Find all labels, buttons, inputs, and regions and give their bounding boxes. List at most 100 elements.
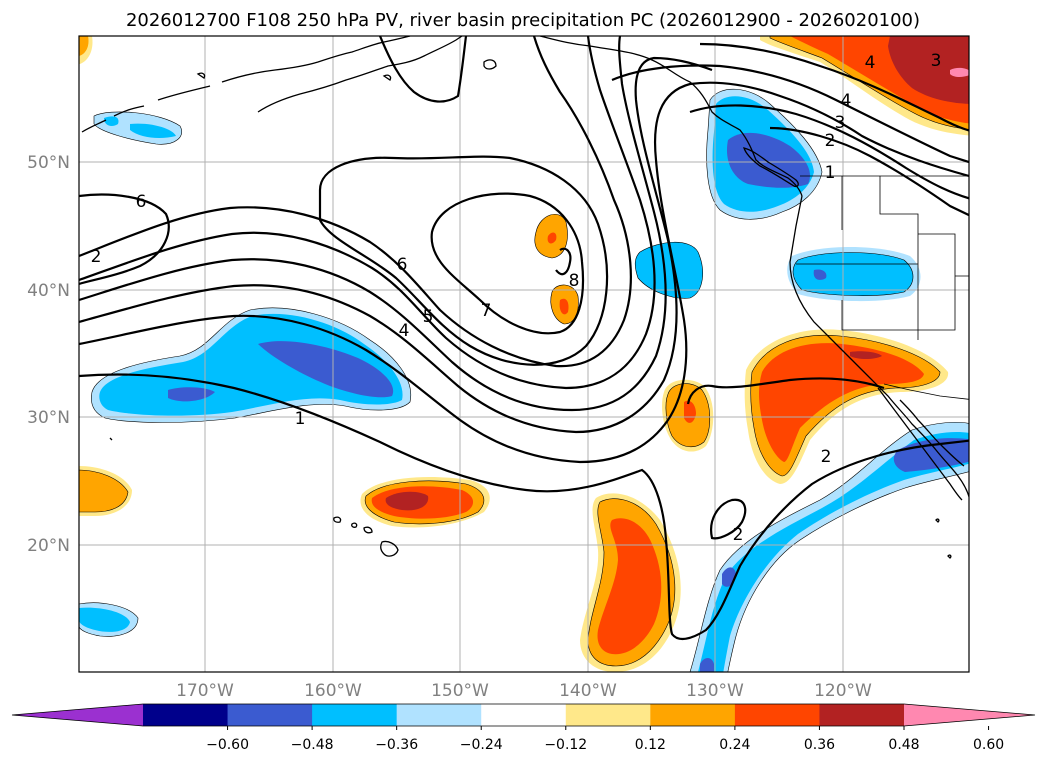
- figure-title: 2026012700 F108 250 hPa PV, river basin …: [126, 10, 920, 31]
- pv-contour-ridge-a: [378, 36, 468, 103]
- lat-label-20n: 20°N: [27, 536, 70, 556]
- red-topleft-corner-mid: [79, 36, 89, 56]
- colorbar: −0.60 −0.48 −0.36 −0.24 −0.12 0.12 0.24 0.36 0.4…: [11, 703, 1036, 753]
- red-hawaii-max: [385, 491, 429, 511]
- us-mexico-border: [883, 383, 969, 400]
- map-area: 6 6 5 4 7 1 8 4 3 2 1 4 3 2 2 2: [79, 36, 969, 672]
- colorbar-tick-label: 0.60: [973, 737, 1004, 753]
- colorbar-outline: [11, 703, 1036, 727]
- lat-label-50n: 50°N: [27, 153, 70, 173]
- lon-label-150w: 150°W: [431, 681, 489, 701]
- pv-label: 2: [825, 131, 836, 151]
- pv-label: 7: [481, 301, 492, 321]
- coastlines: [81, 36, 969, 559]
- pv-label: 4: [841, 91, 852, 111]
- latitude-labels: 50°N 40°N 30°N 20°N: [27, 153, 70, 556]
- pv-contour-ridge-c: [611, 64, 969, 164]
- pv-contour-2-loop: [686, 377, 885, 405]
- pv-contour-6-inner: [318, 155, 609, 366]
- blue-125w-mid: [792, 252, 914, 296]
- vancouver-island: [743, 147, 799, 188]
- pv-contour-1: [79, 373, 969, 640]
- blue-sw-small-mid: [79, 607, 130, 632]
- colorbar-extend-high: [904, 704, 1035, 726]
- pv-contour-1-trough: [79, 81, 969, 464]
- map-frame: [78, 35, 970, 673]
- pv-contour-ridge-d: [689, 104, 969, 200]
- graticule: [79, 36, 969, 672]
- colorbar-tick-label: −0.48: [291, 737, 334, 753]
- kodiak-island: [196, 59, 497, 81]
- pv-label: 4: [399, 321, 410, 341]
- pv-label: 6: [397, 255, 408, 275]
- red-west-edge-mid: [79, 469, 129, 513]
- positive-pc-areas: [79, 36, 969, 672]
- colorbar-segment: [481, 704, 567, 726]
- colorbar-tick-label: 0.36: [804, 737, 835, 753]
- red-northeast-max: [888, 36, 969, 104]
- pv-contour-6-west: [79, 193, 170, 286]
- colorbar-tick-label: 0.24: [719, 737, 750, 753]
- colorbar-segment: [227, 704, 313, 726]
- lon-label-170w: 170°W: [176, 681, 234, 701]
- red-california-strong: [759, 343, 924, 462]
- pv-contour-5: [79, 36, 632, 368]
- red-small-south-strong: [559, 298, 569, 315]
- hawaii-island-oahu: [351, 522, 358, 528]
- us-west-coast: [789, 195, 969, 499]
- pv-label: 5: [423, 307, 434, 327]
- lat-label-40n: 40°N: [27, 281, 70, 301]
- red-california-max: [850, 351, 882, 359]
- pv-label: 2: [733, 525, 744, 545]
- blue-125w-strong: [813, 269, 827, 280]
- colorbar-segment: [565, 704, 651, 726]
- pv-contour-ridge-e: [769, 126, 969, 217]
- red-northeast-top: [950, 67, 969, 77]
- lon-label-130w: 130°W: [686, 681, 744, 701]
- pv-label: 3: [931, 51, 942, 71]
- pv-contour-4: [79, 36, 656, 390]
- pv-label: 3: [835, 113, 846, 133]
- pv-contour-8: [555, 247, 572, 276]
- colorbar-extend-low: [12, 704, 143, 726]
- colorbar-segment: [650, 704, 736, 726]
- aleutian-islands: [81, 36, 411, 133]
- pv-contour-ridge-b: [699, 42, 969, 132]
- red-small-north-strong: [547, 232, 557, 244]
- baja-california: [877, 387, 963, 501]
- colorbar-segment: [143, 704, 229, 726]
- colorbar-segment: [734, 704, 820, 726]
- state-borders: [796, 176, 969, 340]
- blue-pnw-strong: [726, 132, 810, 188]
- longitude-labels: 170°W 160°W 150°W 140°W 130°W 120°W: [176, 681, 872, 701]
- pv-label: 4: [865, 53, 876, 73]
- lon-label-140w: 140°W: [559, 681, 617, 701]
- pv-label: 2: [821, 447, 832, 467]
- colorbar-segment: [396, 704, 482, 726]
- blue-subtropical-strong: [700, 438, 969, 672]
- pv-contour-labels: 6 6 5 4 7 1 8 4 3 2 1 4 3 2 2 2: [91, 51, 942, 545]
- alaska-peninsula: [257, 36, 463, 113]
- colorbar-tick-label: −0.60: [206, 737, 249, 753]
- lon-label-160w: 160°W: [304, 681, 362, 701]
- colorbar-segment: [819, 704, 905, 726]
- red-south-strong: [597, 518, 662, 655]
- gulf-of-california: [899, 399, 965, 467]
- pv-contour-7: [430, 192, 585, 335]
- blue-subtropical-band: [689, 421, 969, 672]
- colorbar-tick-label: 0.12: [635, 737, 666, 753]
- negative-pc-areas: [79, 88, 969, 672]
- colorbar-tick-label: −0.24: [460, 737, 503, 753]
- political-borders: [796, 175, 969, 400]
- pv-label: 6: [136, 192, 147, 212]
- hawaii-island-kauai: [333, 516, 342, 523]
- pv-label: 2: [91, 247, 102, 267]
- pv-contour-2: [79, 56, 713, 434]
- pv-label: 8: [569, 271, 580, 291]
- blue-nw-small-mid: [104, 116, 176, 138]
- lon-label-120w: 120°W: [814, 681, 872, 701]
- hawaii-island-big: [380, 540, 399, 557]
- blue-band-central-pacific-strong: [168, 341, 394, 402]
- pv-label: 1: [825, 163, 836, 183]
- hawaii-island-maui: [363, 526, 373, 534]
